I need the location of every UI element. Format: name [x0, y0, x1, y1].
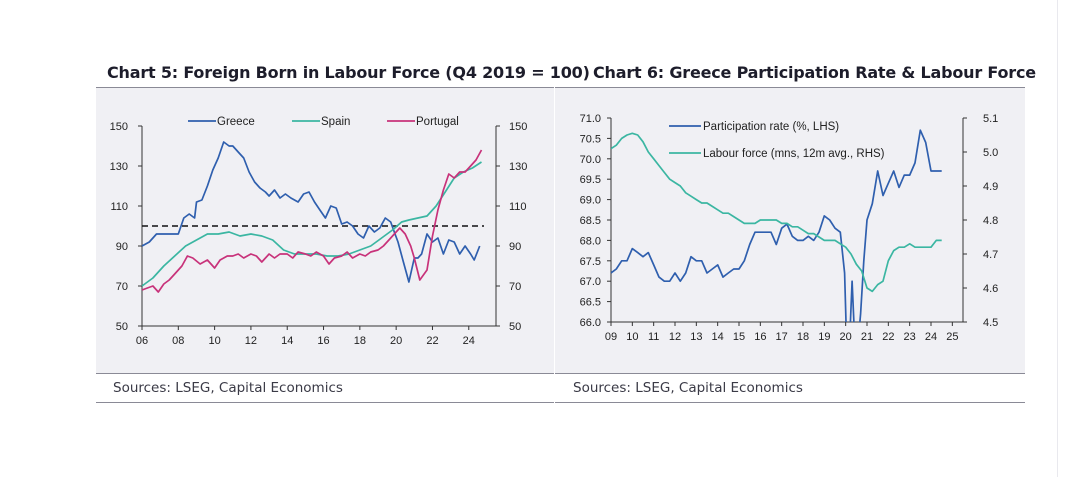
chart5-x-tick-label: 10 [208, 335, 220, 347]
chart5-x-tick-label: 06 [136, 335, 148, 347]
chart6-y-tick-label: 68.0 [580, 235, 601, 247]
chart5-y2-tick-label: 130 [509, 161, 527, 173]
chart6-x-tick-label: 22 [882, 331, 894, 343]
chart6-x-tick-label: 24 [925, 331, 937, 343]
chart5-y-tick-label: 70 [116, 281, 128, 293]
chart5-top-rule [96, 87, 554, 88]
chart6-y-tick-label: 66.5 [580, 297, 601, 309]
chart6-x-tick-label: 13 [690, 331, 702, 343]
chart6-x-tick-label: 25 [946, 331, 958, 343]
chart5-y-tick-label: 150 [110, 121, 128, 133]
chart6-top-rule [555, 87, 1025, 88]
chart5-y2-tick-label: 110 [509, 201, 527, 213]
chart5-y-tick-label: 90 [116, 241, 128, 253]
chart6-y-tick-label: 71.0 [580, 113, 601, 125]
chart5-title: Chart 5: Foreign Born in Labour Force (Q… [107, 63, 590, 82]
chart5-series-greece [141, 141, 481, 283]
chart6-y-tick-label: 69.5 [580, 174, 601, 186]
chart6-series-participation-rate [611, 129, 942, 322]
chart6-y2-tick-label: 4.9 [983, 181, 998, 193]
chart6-x-tick-label: 10 [626, 331, 638, 343]
chart6-y2-tick-label: 5.1 [983, 113, 998, 125]
chart6-x-tick-label: 19 [818, 331, 830, 343]
chart6-x-tick-label: 09 [605, 331, 617, 343]
chart5-y-tick-label: 110 [110, 201, 128, 213]
chart6-source-rule [555, 402, 1025, 403]
chart6-x-tick-label: 23 [904, 331, 916, 343]
chart5-y2-tick-label: 70 [509, 281, 521, 293]
chart5-x-tick-label: 12 [245, 335, 257, 347]
chart6-x-tick-label: 20 [840, 331, 852, 343]
chart5-source-rule [96, 402, 554, 403]
chart5-legend-label: Greece [217, 116, 255, 128]
chart6-y2-tick-label: 4.5 [983, 317, 998, 329]
chart5-y-tick-label: 50 [116, 321, 128, 333]
chart5-x-tick-label: 14 [281, 335, 293, 347]
chart5-x-tick-label: 08 [172, 335, 184, 347]
chart5-x-tick-label: 16 [317, 335, 329, 347]
chart5-series-portugal [141, 149, 483, 293]
chart6-y2-tick-label: 4.6 [983, 283, 998, 295]
chart5-x-tick-label: 20 [390, 335, 402, 347]
chart5-legend-label: Spain [321, 116, 350, 128]
chart6-y-tick-label: 69.0 [580, 195, 601, 207]
chart6-x-tick-label: 15 [733, 331, 745, 343]
chart5-y-tick-label: 130 [110, 161, 128, 173]
chart5-y2-tick-label: 50 [509, 321, 521, 333]
chart6-bottom-rule [555, 373, 1025, 374]
chart6-legend-label: Participation rate (%, LHS) [703, 121, 839, 133]
chart5-series-spain [141, 161, 482, 287]
chart6-x-tick-label: 12 [669, 331, 681, 343]
chart6-y-tick-label: 67.0 [580, 276, 601, 288]
chart6-series-labour-force [611, 132, 942, 293]
chart6-y-tick-label: 66.0 [580, 317, 601, 329]
chart5-y2-tick-label: 150 [509, 121, 527, 133]
chart6-title: Chart 6: Greece Participation Rate & Lab… [593, 63, 1036, 82]
chart5-bottom-rule [96, 373, 554, 374]
chart6-x-tick-label: 21 [861, 331, 873, 343]
chart6-y-tick-label: 68.5 [580, 215, 601, 227]
chart6-x-tick-label: 14 [712, 331, 724, 343]
chart6-legend-label: Labour force (mns, 12m avg., RHS) [703, 148, 885, 160]
chart6-x-tick-label: 16 [754, 331, 766, 343]
chart5-x-tick-label: 18 [354, 335, 366, 347]
chart6-plot: 66.0 66.5 67.0 67.5 68.0 68.5 69.0 69.5 70.0 70.5… [580, 113, 999, 343]
chart6-sources: Sources: LSEG, Capital Economics [573, 380, 803, 396]
chart5-y2-tick-label: 90 [509, 241, 521, 253]
chart6-y-tick-label: 70.5 [580, 133, 601, 145]
chart5-x-tick-label: 24 [463, 335, 475, 347]
chart6-y2-tick-label: 5.0 [983, 147, 998, 159]
chart5-sources: Sources: LSEG, Capital Economics [113, 380, 343, 396]
chart6-y-tick-label: 70.0 [580, 154, 601, 166]
chart6-x-tick-label: 18 [797, 331, 809, 343]
chart6-x-tick-label: 11 [648, 331, 659, 343]
chart5-legend-label: Portugal [416, 116, 459, 128]
chart6-y2-tick-label: 4.7 [983, 249, 998, 261]
chart5-plot: 50 70 90 110 130 150 50 70 90 110 130 150 06 08 10 12 14… [110, 116, 528, 347]
chart5-x-tick-label: 22 [426, 335, 438, 347]
chart6-y-tick-label: 67.5 [580, 256, 601, 268]
chart6-y2-tick-label: 4.8 [983, 215, 998, 227]
chart6-x-tick-label: 17 [776, 331, 788, 343]
window-edge-divider [1057, 0, 1058, 477]
